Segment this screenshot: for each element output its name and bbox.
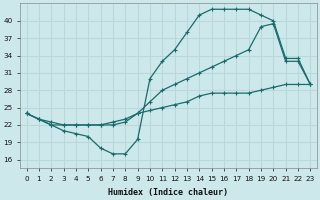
- X-axis label: Humidex (Indice chaleur): Humidex (Indice chaleur): [108, 188, 228, 197]
